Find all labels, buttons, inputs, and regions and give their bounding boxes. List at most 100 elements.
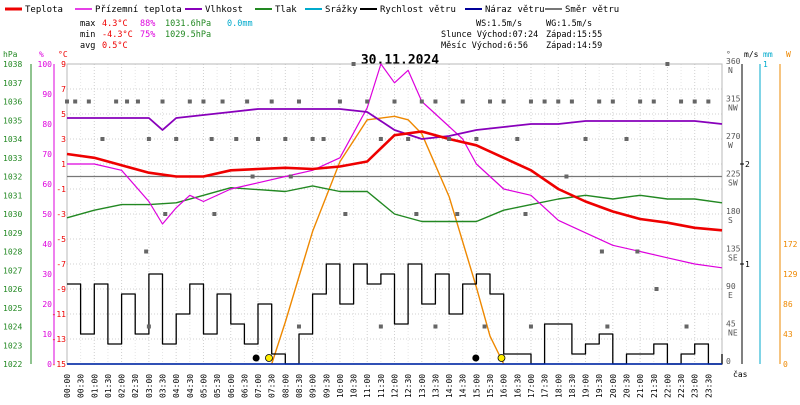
legend-label-pressure: Tlak xyxy=(275,5,297,15)
wind-dir-compass-label: E xyxy=(728,291,733,300)
wind-dir-point xyxy=(209,137,214,141)
wind-dir-point xyxy=(73,99,78,104)
unit-time: čas xyxy=(733,369,748,379)
humidity-tick-label: 30 xyxy=(42,270,52,279)
x-tick-label: 06:00 xyxy=(227,374,236,398)
unit-ms: m/s xyxy=(744,50,759,59)
pressure-tick-label: 1022 xyxy=(3,360,22,369)
temperature-tick-label: -11 xyxy=(52,310,67,319)
wind-dir-tick-label: 270 xyxy=(726,132,741,141)
wind-dir-point xyxy=(488,99,493,104)
x-tick-label: 03:00 xyxy=(145,374,154,398)
x-tick-label: 02:30 xyxy=(131,374,140,398)
stats-block: max 4.3°C 88% 1031.6hPa 0.0mm min -4.3°C… xyxy=(80,19,602,51)
x-tick-label: 04:30 xyxy=(186,374,195,398)
x-tick-label: 16:30 xyxy=(513,374,522,398)
wind-dir-point xyxy=(201,99,206,104)
pressure-tick-label: 1038 xyxy=(3,60,22,69)
wind-dir-point xyxy=(337,99,342,104)
wind-dir-point xyxy=(163,212,168,216)
temperature-tick-label: -7 xyxy=(56,260,66,269)
pressure-tick-label: 1031 xyxy=(3,191,22,200)
series-line-tlak xyxy=(66,185,723,223)
pressure-tick-label: 1032 xyxy=(3,173,22,182)
x-tick-label: 01:30 xyxy=(104,374,113,398)
pressure-tick-label: 1036 xyxy=(3,98,22,107)
wind-dir-point xyxy=(378,324,383,329)
temperature-tick-label: 9 xyxy=(61,60,66,69)
temperature-tick-label: 5 xyxy=(61,110,66,119)
temperature-tick-label: 3 xyxy=(61,135,66,144)
wind-dir-point xyxy=(365,99,370,104)
temperature-tick-label: -1 xyxy=(56,185,66,194)
stats-min-hum: 75% xyxy=(140,30,155,40)
humidity-tick-label: 0 xyxy=(47,360,52,369)
x-tick-label: 12:30 xyxy=(404,374,413,398)
wind-dir-point xyxy=(160,99,165,104)
x-tick-label: 10:00 xyxy=(336,374,345,398)
wind-dir-point xyxy=(250,174,255,179)
wind-dir-point xyxy=(114,99,119,104)
wind-tick-label: 2 xyxy=(745,160,750,169)
x-tick-label: 17:30 xyxy=(541,374,550,398)
wind-dir-compass-label: S xyxy=(728,216,733,225)
x-tick-label: 10:30 xyxy=(350,374,359,398)
wind-dir-tick-label: 225 xyxy=(726,170,741,179)
pressure-tick-label: 1037 xyxy=(3,79,22,88)
temperature-tick-label: 1 xyxy=(61,160,66,169)
x-tick-label: 00:00 xyxy=(63,374,72,398)
wind-tick-label: 1 xyxy=(745,260,750,269)
stats-min-label: min xyxy=(80,30,95,40)
x-tick-label: 11:00 xyxy=(363,374,372,398)
wind-dir-point xyxy=(523,212,528,216)
x-tick-label: 09:30 xyxy=(322,374,331,398)
series-line-solar xyxy=(271,115,505,365)
pressure-tick-label: 1030 xyxy=(3,210,22,219)
x-tick-label: 03:30 xyxy=(159,374,168,398)
wind-dir-point xyxy=(343,212,348,216)
solar-tick-label: 86 xyxy=(783,300,793,309)
wind-dir-point xyxy=(65,99,69,104)
series-line-vlhkost xyxy=(67,108,723,140)
x-tick-label: 14:30 xyxy=(459,374,468,398)
wind-dir-point xyxy=(146,324,151,329)
x-tick-label: 06:30 xyxy=(240,374,249,398)
wind-dir-point xyxy=(419,99,424,104)
x-tick-label: 05:00 xyxy=(199,374,208,398)
pressure-tick-label: 1025 xyxy=(3,304,22,313)
wind-dir-point xyxy=(321,137,326,141)
wind-dir-point xyxy=(269,99,274,104)
pressure-tick-label: 1027 xyxy=(3,266,22,275)
sunrise-marker xyxy=(265,354,273,362)
humidity-tick-label: 10 xyxy=(42,330,52,339)
x-tick-label: 02:00 xyxy=(118,374,127,398)
stats-ws: WS:1.5m/s xyxy=(476,19,522,29)
x-tick-label: 04:00 xyxy=(172,374,181,398)
stats-sun-rise: Slunce Východ:07:24 xyxy=(441,30,538,40)
solar-tick-label: 172 xyxy=(783,240,798,249)
wind-dir-point xyxy=(528,324,533,329)
stats-max-hum: 88% xyxy=(140,19,155,29)
pressure-tick-label: 1035 xyxy=(3,116,22,125)
series-line-teplota xyxy=(66,130,723,232)
wind-dir-compass-label: NW xyxy=(728,104,738,113)
wind-dir-point xyxy=(283,137,288,141)
x-tick-label: 18:30 xyxy=(568,374,577,398)
wind-dir-tick-label: 360 xyxy=(726,57,741,66)
stats-moon-set: Západ:14:59 xyxy=(546,41,602,51)
wind-dir-point xyxy=(86,99,91,104)
wind-dir-point xyxy=(414,212,419,216)
series-layer xyxy=(66,63,723,365)
temperature-tick-label: -15 xyxy=(52,360,67,369)
wind-dir-point xyxy=(665,62,670,66)
unit-temp: °C xyxy=(58,50,68,59)
wind-dir-point xyxy=(296,324,301,329)
humidity-tick-label: 70 xyxy=(42,150,52,159)
x-tick-label: 13:00 xyxy=(418,374,427,398)
temperature-tick-label: -9 xyxy=(56,285,66,294)
x-tick-label: 20:30 xyxy=(622,374,631,398)
legend-label-wind-dir: Směr větru xyxy=(565,5,619,15)
moonset-marker xyxy=(472,354,480,362)
series-line-rychlost-v-tru xyxy=(67,263,723,365)
wind-dir-point xyxy=(692,99,697,104)
